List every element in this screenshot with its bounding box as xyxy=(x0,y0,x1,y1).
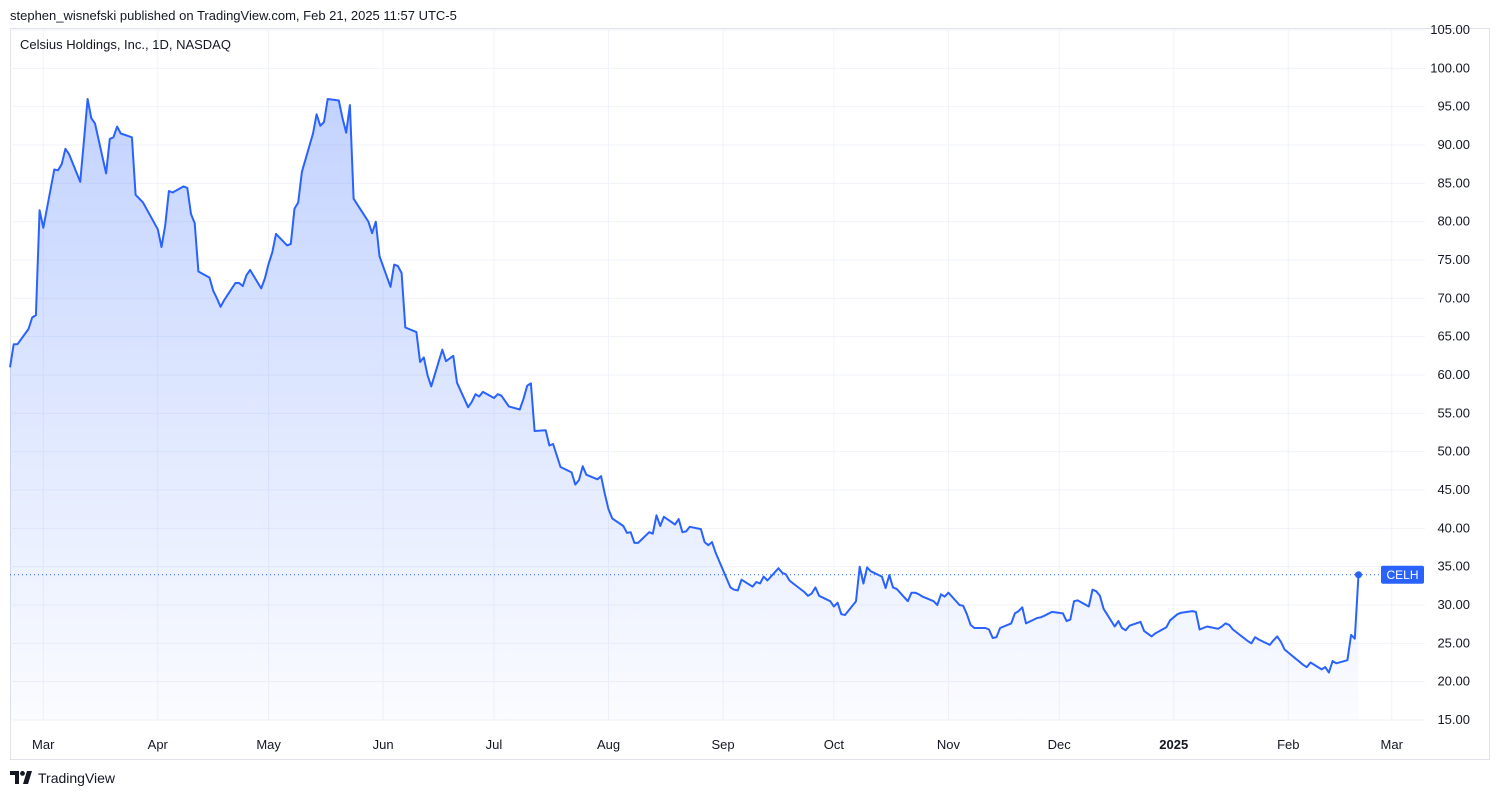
footer: TradingView xyxy=(10,768,115,788)
y-tick-label: 40.00 xyxy=(1437,520,1470,535)
x-tick-label: May xyxy=(256,737,281,752)
last-price-dot xyxy=(1354,571,1362,579)
tradingview-logo-icon[interactable] xyxy=(10,771,32,785)
y-tick-label: 75.00 xyxy=(1437,252,1470,267)
x-tick-label: Oct xyxy=(824,737,845,752)
x-axis[interactable]: Mar Apr May Jun Jul Aug Sep Oct Nov Dec 2025 Feb Mar xyxy=(32,737,1404,752)
x-tick-label: Mar xyxy=(1381,737,1404,752)
price-line xyxy=(9,98,1360,674)
x-tick-label: 2025 xyxy=(1159,737,1188,752)
y-tick-label: 105.00 xyxy=(1430,22,1470,37)
publisher-line: stephen_wisnefski published on TradingVi… xyxy=(10,8,457,23)
y-axis[interactable]: 15.00 20.00 25.00 30.00 35.00 40.00 45.00 50.00… xyxy=(1430,22,1470,727)
price-tag-label: CELH xyxy=(1386,568,1418,582)
x-tick-label: Dec xyxy=(1048,737,1072,752)
x-tick-label: Apr xyxy=(148,737,169,752)
y-tick-label: 70.00 xyxy=(1437,290,1470,305)
y-tick-label: 90.00 xyxy=(1437,137,1470,152)
x-tick-label: Jul xyxy=(486,737,503,752)
y-tick-label: 65.00 xyxy=(1437,329,1470,344)
y-tick-label: 80.00 xyxy=(1437,214,1470,229)
x-tick-label: Sep xyxy=(711,737,734,752)
y-tick-label: 85.00 xyxy=(1437,175,1470,190)
y-tick-label: 45.00 xyxy=(1437,482,1470,497)
y-tick-label: 100.00 xyxy=(1430,60,1470,75)
y-tick-label: 50.00 xyxy=(1437,444,1470,459)
x-tick-label: Feb xyxy=(1277,737,1299,752)
tradingview-brand[interactable]: TradingView xyxy=(38,770,116,786)
symbol-price-tag: CELH xyxy=(1381,565,1424,584)
series-legend[interactable]: Celsius Holdings, Inc., 1D, NASDAQ xyxy=(20,37,231,52)
price-area-fill xyxy=(10,99,1359,720)
y-tick-label: 60.00 xyxy=(1437,367,1470,382)
y-tick-label: 55.00 xyxy=(1437,405,1470,420)
y-tick-label: 15.00 xyxy=(1437,712,1470,727)
x-tick-label: Mar xyxy=(32,737,55,752)
y-tick-label: 25.00 xyxy=(1437,635,1470,650)
x-tick-label: Aug xyxy=(597,737,620,752)
y-tick-label: 30.00 xyxy=(1437,597,1470,612)
x-tick-label: Jun xyxy=(373,737,394,752)
y-tick-label: 20.00 xyxy=(1437,674,1470,689)
y-tick-label: 95.00 xyxy=(1437,99,1470,114)
x-tick-label: Nov xyxy=(937,737,961,752)
price-tag-background xyxy=(1381,565,1424,584)
y-tick-label: 35.00 xyxy=(1437,559,1470,574)
